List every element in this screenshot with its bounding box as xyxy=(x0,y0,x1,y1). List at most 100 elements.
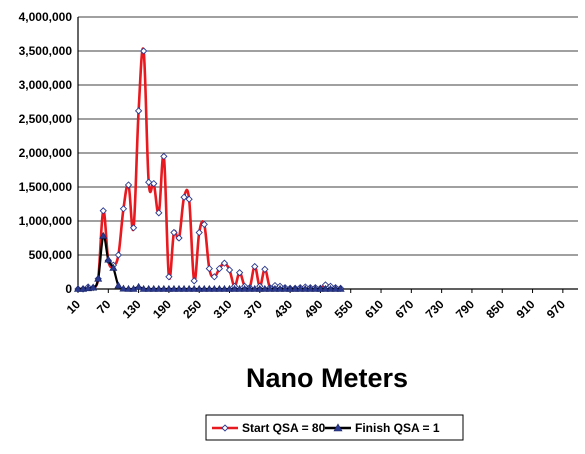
data-point-triangle xyxy=(174,284,184,292)
x-tick-label: 970 xyxy=(544,297,568,321)
data-point-triangle xyxy=(235,284,244,292)
legend: Start QSA = 80 Finish QSA = 1 xyxy=(205,414,464,441)
data-point-triangle xyxy=(215,284,224,292)
data-point-triangle xyxy=(230,284,239,292)
x-tick-label: 790 xyxy=(453,297,477,321)
data-point-triangle xyxy=(225,284,234,292)
y-tick-label: 4,000,000 xyxy=(19,10,73,24)
data-point-triangle xyxy=(94,274,103,282)
data-point-triangle xyxy=(210,284,219,292)
legend-marker xyxy=(333,423,343,432)
data-point-triangle xyxy=(296,284,305,292)
x-tick-label: 310 xyxy=(211,297,235,321)
data-point-triangle xyxy=(185,284,194,292)
data-point-diamond xyxy=(190,277,198,285)
data-point-diamond xyxy=(220,259,229,267)
data-point-diamond xyxy=(175,234,183,242)
x-tick-label: 130 xyxy=(120,297,144,321)
data-point-triangle xyxy=(190,284,199,292)
data-point-diamond xyxy=(150,179,158,188)
data-point-triangle xyxy=(149,284,158,292)
x-tick-label: 370 xyxy=(241,297,265,321)
x-tick-label: 430 xyxy=(271,297,295,321)
data-point-triangle xyxy=(316,284,325,292)
data-point-triangle xyxy=(270,284,279,292)
x-tick-label: 250 xyxy=(180,297,204,321)
y-tick-label: 3,500,000 xyxy=(19,44,73,58)
axes xyxy=(77,17,578,293)
data-point-triangle xyxy=(311,284,320,292)
y-tick-label: 2,500,000 xyxy=(19,112,73,126)
data-point-triangle xyxy=(119,284,128,292)
data-point-diamond xyxy=(205,264,213,273)
data-point-triangle xyxy=(114,281,123,289)
data-point-triangle xyxy=(331,284,340,292)
data-point-triangle xyxy=(286,284,295,292)
data-point-triangle xyxy=(260,284,269,292)
x-tick-label: 910 xyxy=(514,297,538,321)
data-point-triangle xyxy=(139,284,148,292)
data-point-diamond xyxy=(129,224,138,232)
legend-label: Finish QSA = 1 xyxy=(355,421,440,435)
data-point-triangle xyxy=(180,284,189,292)
data-series xyxy=(73,47,345,293)
horizontal-gridlines xyxy=(78,16,578,256)
y-tick-label: 1,500,000 xyxy=(19,180,73,194)
data-point-diamond xyxy=(145,178,153,186)
data-point-diamond xyxy=(180,193,188,201)
data-point-diamond xyxy=(170,228,178,237)
data-point-triangle xyxy=(89,283,98,291)
y-tick-label: 500,000 xyxy=(29,248,73,262)
x-tick-label: 850 xyxy=(483,297,507,321)
data-point-diamond xyxy=(124,181,133,189)
data-point-diamond xyxy=(165,273,173,281)
data-point-triangle xyxy=(154,284,163,292)
y-axis-tick-labels: 0 500,000 1,000,000 1,500,000 2,000,000 2,500… xyxy=(19,10,73,296)
data-point-diamond xyxy=(185,195,193,203)
x-tick-label: 490 xyxy=(301,297,325,321)
x-tick-label: 70 xyxy=(94,297,114,317)
x-axis-title: Nano Meters xyxy=(246,363,408,393)
data-point-triangle xyxy=(326,284,335,292)
data-point-triangle xyxy=(240,284,249,292)
data-point-diamond xyxy=(261,265,269,273)
data-point-diamond xyxy=(160,152,168,161)
data-point-triangle xyxy=(164,284,173,292)
data-point-diamond xyxy=(235,269,244,277)
data-point-triangle xyxy=(134,282,143,290)
x-tick-label: 730 xyxy=(423,297,447,321)
data-point-diamond xyxy=(134,107,143,115)
data-point-triangle xyxy=(200,284,209,292)
x-axis-tick-labels: 10 70 130 190 250 310 370 430 490 550 610 670 730 790… xyxy=(64,297,568,321)
x-tick-label: 550 xyxy=(332,297,356,321)
data-point-triangle xyxy=(255,284,264,292)
legend-marker xyxy=(221,424,229,432)
data-point-diamond xyxy=(195,228,203,237)
y-tick-label: 1,000,000 xyxy=(19,214,73,228)
data-point-diamond xyxy=(119,205,128,213)
data-point-triangle xyxy=(195,284,204,292)
data-point-triangle xyxy=(306,284,315,292)
data-point-diamond xyxy=(251,262,259,271)
legend-label: Start QSA = 80 xyxy=(242,421,326,435)
data-point-triangle xyxy=(301,284,310,292)
data-point-triangle xyxy=(275,284,285,292)
data-point-triangle xyxy=(129,284,138,292)
data-point-triangle xyxy=(73,284,83,292)
data-point-triangle xyxy=(109,263,118,271)
y-tick-label: 3,000,000 xyxy=(19,78,73,92)
data-point-triangle xyxy=(245,284,254,292)
data-point-triangle xyxy=(169,284,178,292)
x-tick-label: 670 xyxy=(392,297,416,321)
y-tick-label: 0 xyxy=(65,282,72,296)
data-point-triangle xyxy=(104,255,113,263)
y-tick-label: 2,000,000 xyxy=(19,146,73,160)
data-point-diamond xyxy=(114,251,123,259)
x-tick-label: 10 xyxy=(64,297,84,317)
data-point-triangle xyxy=(124,284,133,292)
data-point-triangle xyxy=(99,231,108,239)
data-point-triangle xyxy=(321,284,330,292)
data-point-triangle xyxy=(159,284,168,292)
data-point-triangle xyxy=(281,284,290,292)
